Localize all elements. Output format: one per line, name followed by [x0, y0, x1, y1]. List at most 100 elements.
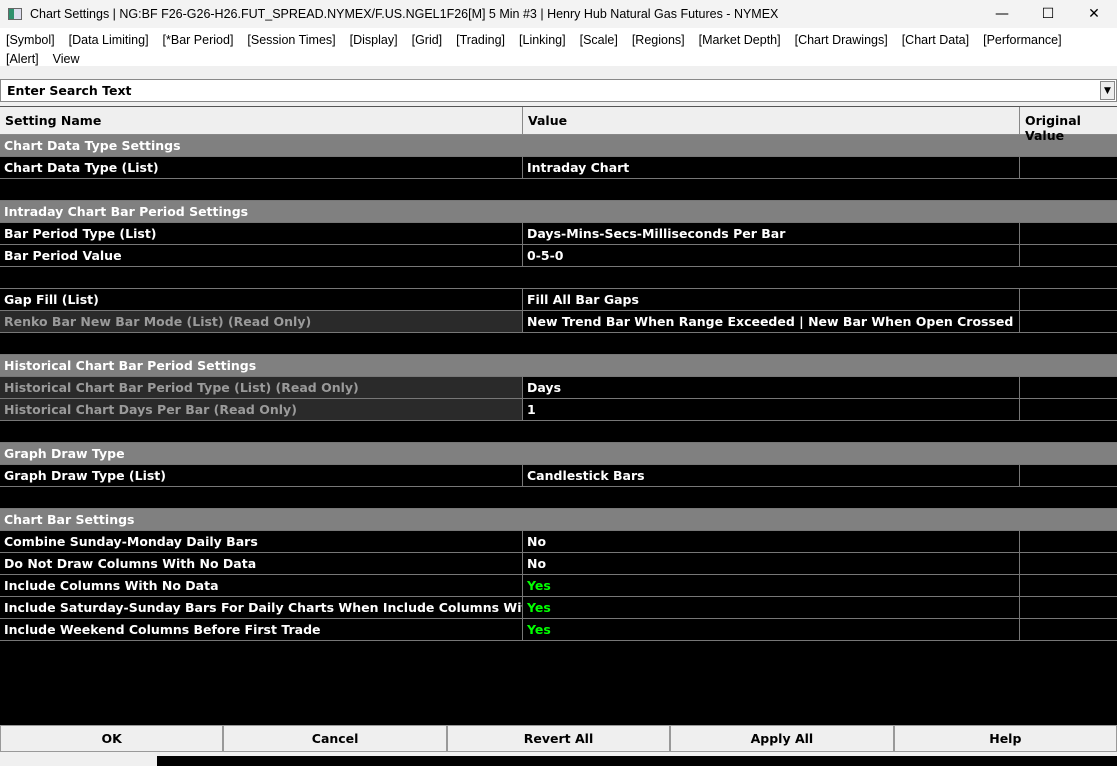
setting-value[interactable]: No	[523, 531, 1020, 552]
original-value	[1020, 619, 1117, 640]
search-input[interactable]	[7, 83, 1087, 98]
original-value	[1020, 223, 1117, 244]
menu-item[interactable]: [Performance]	[983, 33, 1062, 47]
menu-item[interactable]: [Alert]	[6, 52, 39, 66]
menu-item[interactable]: [Scale]	[579, 33, 618, 47]
setting-value[interactable]: Candlestick Bars	[523, 465, 1020, 486]
menu-item[interactable]: [Linking]	[519, 33, 566, 47]
column-header-value[interactable]: Value	[523, 107, 1020, 134]
grid-header: Setting Name Value Original Value	[0, 107, 1117, 143]
section-title: Chart Data Type Settings	[4, 138, 181, 153]
blank-row	[0, 333, 1117, 355]
setting-value[interactable]: No	[523, 553, 1020, 574]
setting-value[interactable]: Intraday Chart	[523, 157, 1020, 178]
blank-cell	[0, 267, 8, 288]
setting-row[interactable]: Graph Draw Type (List) Candlestick Bars	[0, 465, 1117, 487]
revert-all-button[interactable]: Revert All	[446, 725, 671, 752]
original-value	[1020, 289, 1117, 310]
setting-name: Gap Fill (List)	[0, 289, 523, 310]
dropdown-arrow-icon[interactable]: ▼	[1100, 81, 1115, 100]
setting-name: Graph Draw Type (List)	[0, 465, 523, 486]
section-header: Intraday Chart Bar Period Settings	[0, 201, 1117, 223]
setting-row[interactable]: Include Saturday-Sunday Bars For Daily C…	[0, 597, 1117, 619]
section-header: Chart Bar Settings	[0, 509, 1117, 531]
settings-menu: [Symbol] [Data Limiting] [*Bar Period] [Ses…	[0, 28, 1117, 66]
section-title: Intraday Chart Bar Period Settings	[4, 204, 249, 219]
menu-item[interactable]: [Data Limiting]	[68, 33, 149, 47]
menu-item[interactable]: [Trading]	[456, 33, 506, 47]
menu-item[interactable]: [Chart Drawings]	[794, 33, 888, 47]
setting-row[interactable]: Combine Sunday-Monday Daily Bars No	[0, 531, 1117, 553]
title-bar: Chart Settings | NG:BF F26-G26-H26.FUT_S…	[0, 0, 1117, 28]
setting-row[interactable]: Do Not Draw Columns With No Data No	[0, 553, 1117, 575]
section-header: Graph Draw Type	[0, 443, 1117, 465]
setting-name: Include Weekend Columns Before First Tra…	[0, 619, 523, 640]
menu-item[interactable]: [Regions]	[631, 33, 685, 47]
setting-row[interactable]: Renko Bar New Bar Mode (List) (Read Only…	[0, 311, 1117, 333]
menu-item[interactable]: [Symbol]	[6, 33, 55, 47]
original-value	[1020, 465, 1117, 486]
setting-name: Include Columns With No Data	[0, 575, 523, 596]
original-value	[1020, 575, 1117, 596]
setting-row[interactable]: Historical Chart Bar Period Type (List) …	[0, 377, 1117, 399]
section-title: Historical Chart Bar Period Settings	[4, 358, 257, 373]
setting-row[interactable]: Gap Fill (List) Fill All Bar Gaps	[0, 289, 1117, 311]
setting-value[interactable]: Yes	[523, 619, 1020, 640]
button-bar: OK Cancel Revert All Apply All Help	[0, 725, 1117, 752]
setting-name: Combine Sunday-Monday Daily Bars	[0, 531, 523, 552]
close-button[interactable]: ✕	[1088, 6, 1100, 22]
blank-cell	[0, 179, 8, 200]
column-header-setting-name[interactable]: Setting Name	[0, 107, 523, 134]
help-button[interactable]: Help	[893, 725, 1117, 752]
menu-item[interactable]: [Session Times]	[247, 33, 336, 47]
menu-item[interactable]: View	[52, 52, 80, 66]
blank-row	[0, 421, 1117, 443]
section-header: Historical Chart Bar Period Settings	[0, 355, 1117, 377]
setting-value[interactable]: Days-Mins-Secs-Milliseconds Per Bar	[523, 223, 1020, 244]
setting-row[interactable]: Bar Period Type (List) Days-Mins-Secs-Mil…	[0, 223, 1117, 245]
setting-name: Include Saturday-Sunday Bars For Daily C…	[0, 597, 523, 618]
original-value	[1020, 377, 1117, 398]
menu-item[interactable]: [Chart Data]	[901, 33, 970, 47]
maximize-button[interactable]: ☐	[1041, 6, 1055, 22]
original-value	[1020, 553, 1117, 574]
minimize-button[interactable]: —	[995, 6, 1009, 22]
column-header-original-value[interactable]: Original Value	[1025, 113, 1081, 143]
setting-name: Bar Period Value	[0, 245, 523, 266]
original-value	[1020, 597, 1117, 618]
original-value	[1020, 157, 1117, 178]
original-value	[1020, 245, 1117, 266]
setting-name: Chart Data Type (List)	[0, 157, 523, 178]
setting-value[interactable]: 0-5-0	[523, 245, 1020, 266]
setting-value[interactable]: Yes	[523, 597, 1020, 618]
setting-value[interactable]: Fill All Bar Gaps	[523, 289, 1020, 310]
setting-row[interactable]: Chart Data Type (List) Intraday Chart	[0, 157, 1117, 179]
menu-item[interactable]: [Grid]	[411, 33, 443, 47]
setting-name: Renko Bar New Bar Mode (List) (Read Only…	[0, 311, 523, 332]
setting-value[interactable]: Yes	[523, 575, 1020, 596]
original-value	[1020, 311, 1117, 332]
setting-row[interactable]: Historical Chart Days Per Bar (Read Only…	[0, 399, 1117, 421]
cancel-button[interactable]: Cancel	[223, 725, 447, 752]
menu-item[interactable]: [Market Depth]	[698, 33, 781, 47]
original-value	[1020, 531, 1117, 552]
setting-value[interactable]: 1	[523, 399, 1020, 420]
setting-name: Historical Chart Days Per Bar (Read Only…	[0, 399, 523, 420]
ok-button[interactable]: OK	[0, 725, 224, 752]
menu-item[interactable]: [Display]	[349, 33, 398, 47]
original-value	[1020, 399, 1117, 420]
blank-cell	[0, 421, 8, 442]
setting-value[interactable]: Days	[523, 377, 1020, 398]
setting-row[interactable]: Include Columns With No Data Yes	[0, 575, 1117, 597]
menu-item[interactable]: [*Bar Period]	[162, 33, 234, 47]
search-box[interactable]: ▼	[0, 79, 1117, 102]
setting-row[interactable]: Bar Period Value 0-5-0	[0, 245, 1117, 267]
setting-value[interactable]: New Trend Bar When Range Exceeded | New …	[523, 311, 1020, 332]
blank-cell	[0, 333, 8, 354]
window-title: Chart Settings | NG:BF F26-G26-H26.FUT_S…	[30, 7, 779, 21]
setting-row[interactable]: Include Weekend Columns Before First Tra…	[0, 619, 1117, 641]
blank-row	[0, 179, 1117, 201]
apply-all-button[interactable]: Apply All	[670, 725, 894, 752]
blank-row	[0, 267, 1117, 289]
app-icon	[8, 8, 22, 20]
